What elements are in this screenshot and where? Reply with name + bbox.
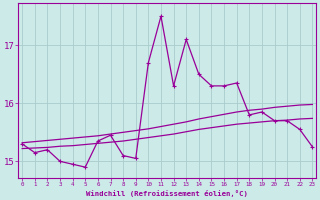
X-axis label: Windchill (Refroidissement éolien,°C): Windchill (Refroidissement éolien,°C)	[86, 190, 248, 197]
